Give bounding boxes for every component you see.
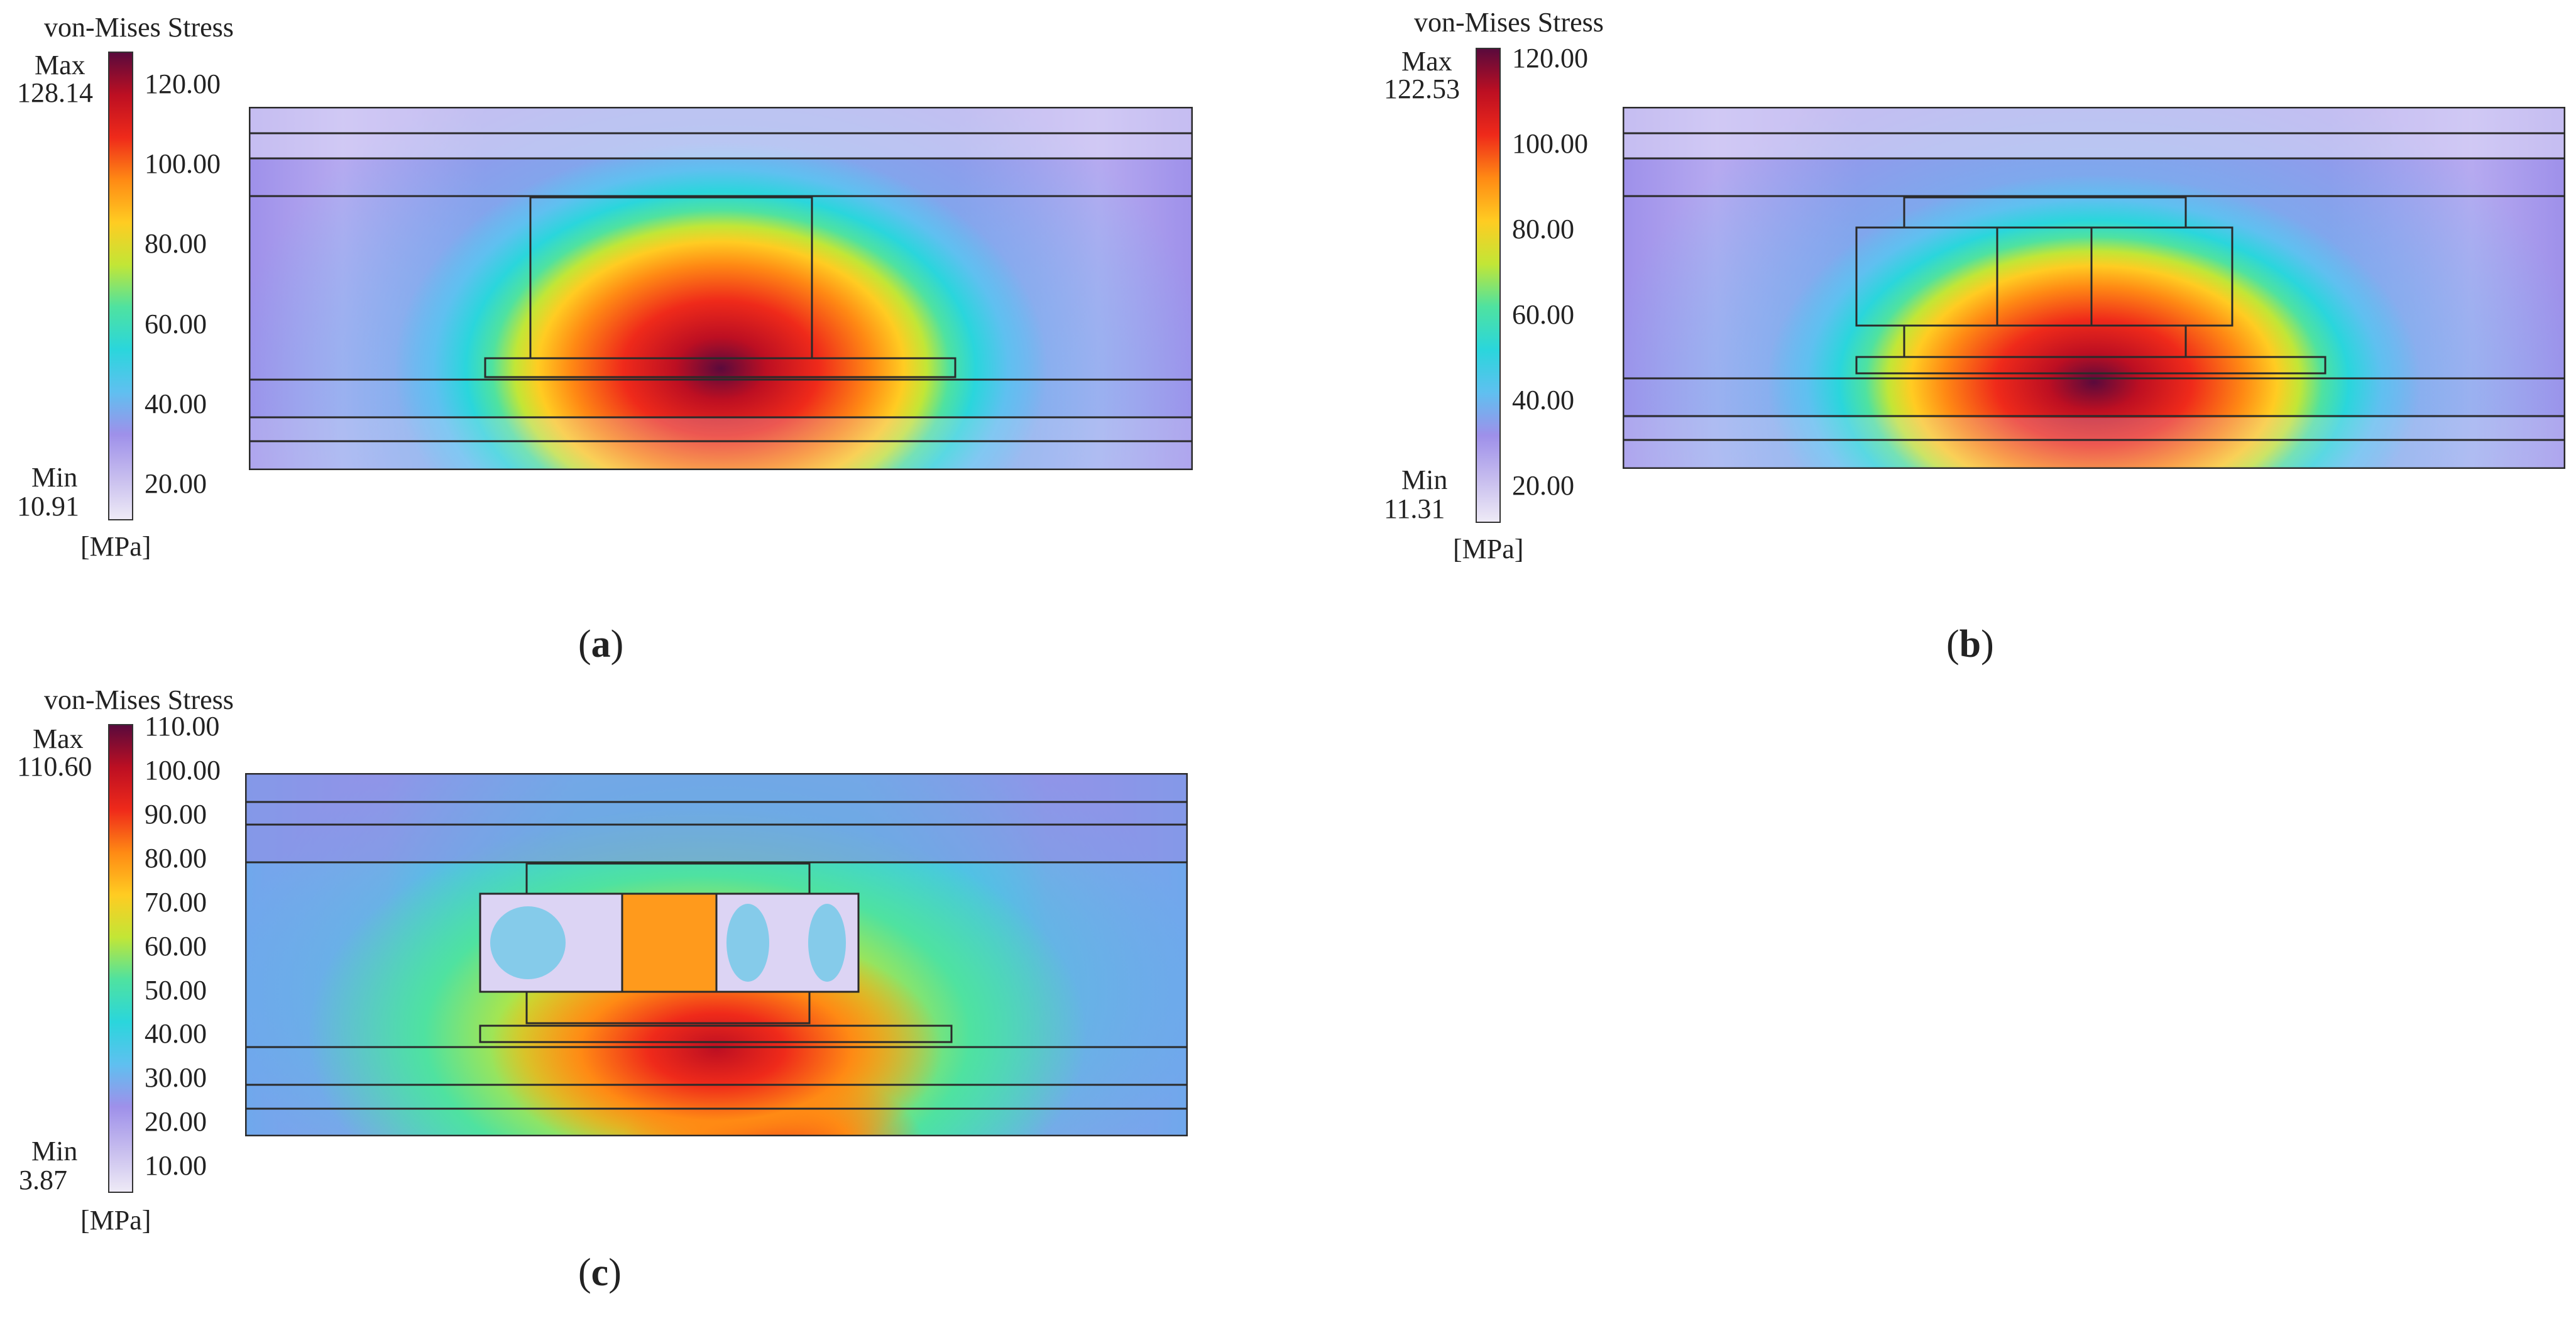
cell-stress-region (808, 904, 846, 982)
colorbar-tick-label: 100.00 (1512, 128, 1588, 160)
colorbar-tick-label: 60.00 (145, 308, 207, 339)
component-block (529, 196, 813, 360)
legend-title: von-Mises Stress (1414, 7, 1604, 38)
upper-spacer (1903, 196, 2187, 229)
caption-letter: b (1959, 623, 1981, 666)
panel-b: von-Mises Stress Max 122.53 120.00 100.00… (1351, 0, 2576, 679)
legend-title: von-Mises Stress (44, 12, 234, 43)
legend-title: von-Mises Stress (44, 684, 234, 715)
caption-letter: a (591, 623, 611, 666)
component-divider (1996, 226, 2093, 327)
colorbar-tick-label: 20.00 (1512, 469, 1574, 501)
colorbar-tick-label: 100.00 (145, 755, 221, 786)
bottom-layer-band (1623, 418, 2565, 469)
cell-stress-region (726, 904, 769, 982)
colorbar-tick-label: 30.00 (145, 1062, 207, 1094)
bottom-layer-band (249, 418, 1193, 470)
base-plate (479, 1024, 953, 1043)
base-plate (484, 357, 956, 378)
model-geometry (249, 107, 1193, 470)
lower-spacer (1903, 324, 2187, 358)
colorbar-tick-label: 90.00 (145, 798, 207, 830)
base-plate (1855, 356, 2327, 375)
stress-contour-plot (245, 773, 1188, 1136)
legend-max-value: 122.53 (1384, 74, 1460, 104)
model-boundary (245, 773, 1188, 1136)
panel-a: von-Mises Stress Max 128.14 120.00 100.00… (0, 0, 1257, 679)
legend-min-value: 3.87 (19, 1165, 67, 1195)
legend-min-label: Min (31, 1136, 78, 1167)
colorbar-tick-label: 40.00 (145, 388, 207, 419)
cell-stress-region (490, 906, 566, 979)
model-geometry (1623, 107, 2565, 469)
model-boundary (249, 107, 1193, 470)
legend-min-label: Min (1401, 464, 1448, 495)
legend-max-value: 128.14 (17, 77, 93, 108)
legend-min-value: 10.91 (17, 491, 79, 522)
colorbar-tick-label: 80.00 (145, 228, 207, 260)
colorbar-tick-label: 20.00 (145, 468, 207, 500)
top-layer-band (245, 773, 1188, 861)
legend-unit: [MPa] (80, 531, 151, 562)
colorbar-tick-label: 60.00 (145, 930, 207, 962)
lower-spacer (525, 991, 811, 1024)
caption-letter: c (591, 1251, 609, 1294)
model-geometry (245, 773, 1188, 1136)
legend-max-value: 110.60 (17, 751, 92, 782)
legend-max-label: Max (35, 50, 85, 80)
colorbar-tick-label: 120.00 (1512, 43, 1588, 74)
colorbar (1476, 48, 1501, 523)
colorbar-tick-label: 40.00 (1512, 384, 1574, 415)
colorbar (108, 52, 133, 520)
center-cell (621, 892, 718, 993)
legend-min-label: Min (31, 462, 78, 493)
colorbar-tick-label: 100.00 (145, 148, 221, 180)
model-boundary (1623, 107, 2565, 469)
colorbar-tick-label: 80.00 (1512, 214, 1574, 245)
colorbar-tick-label: 120.00 (145, 68, 221, 99)
colorbar-tick-label: 80.00 (145, 842, 207, 874)
component-block (1855, 226, 2233, 327)
colorbar-tick-label: 10.00 (145, 1150, 207, 1182)
colorbar-tick-label: 50.00 (145, 974, 207, 1006)
legend-max-label: Max (1401, 46, 1452, 77)
panel-c: von-Mises Stress Max 110.60 110.00 100.00… (0, 679, 1257, 1323)
caption: (a) (578, 623, 624, 666)
legend-unit: [MPa] (1453, 534, 1524, 564)
colorbar-tick-label: 110.00 (145, 711, 220, 742)
legend-max-label: Max (33, 723, 84, 754)
colorbar-tick-label: 60.00 (1512, 299, 1574, 331)
legend-unit: [MPa] (80, 1205, 151, 1236)
caption: (c) (578, 1251, 622, 1294)
legend-min-value: 11.31 (1384, 493, 1445, 524)
colorbar-tick-label: 40.00 (145, 1018, 207, 1050)
colorbar (108, 724, 133, 1193)
stress-contour-plot (249, 107, 1193, 470)
stress-contour-plot (1623, 107, 2565, 469)
colorbar-tick-label: 70.00 (145, 886, 207, 918)
colorbar-tick-label: 20.00 (145, 1106, 207, 1138)
upper-spacer (525, 862, 811, 895)
caption: (b) (1946, 623, 1994, 666)
